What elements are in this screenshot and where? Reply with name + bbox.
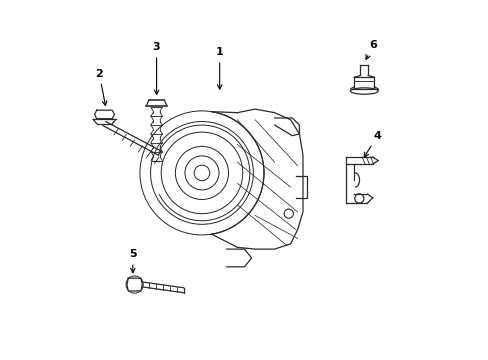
Text: 6: 6 xyxy=(365,40,376,59)
Text: 3: 3 xyxy=(152,42,160,94)
Text: 4: 4 xyxy=(364,131,381,157)
Text: 1: 1 xyxy=(215,48,223,89)
Text: 5: 5 xyxy=(129,249,136,273)
Text: 2: 2 xyxy=(95,69,106,105)
